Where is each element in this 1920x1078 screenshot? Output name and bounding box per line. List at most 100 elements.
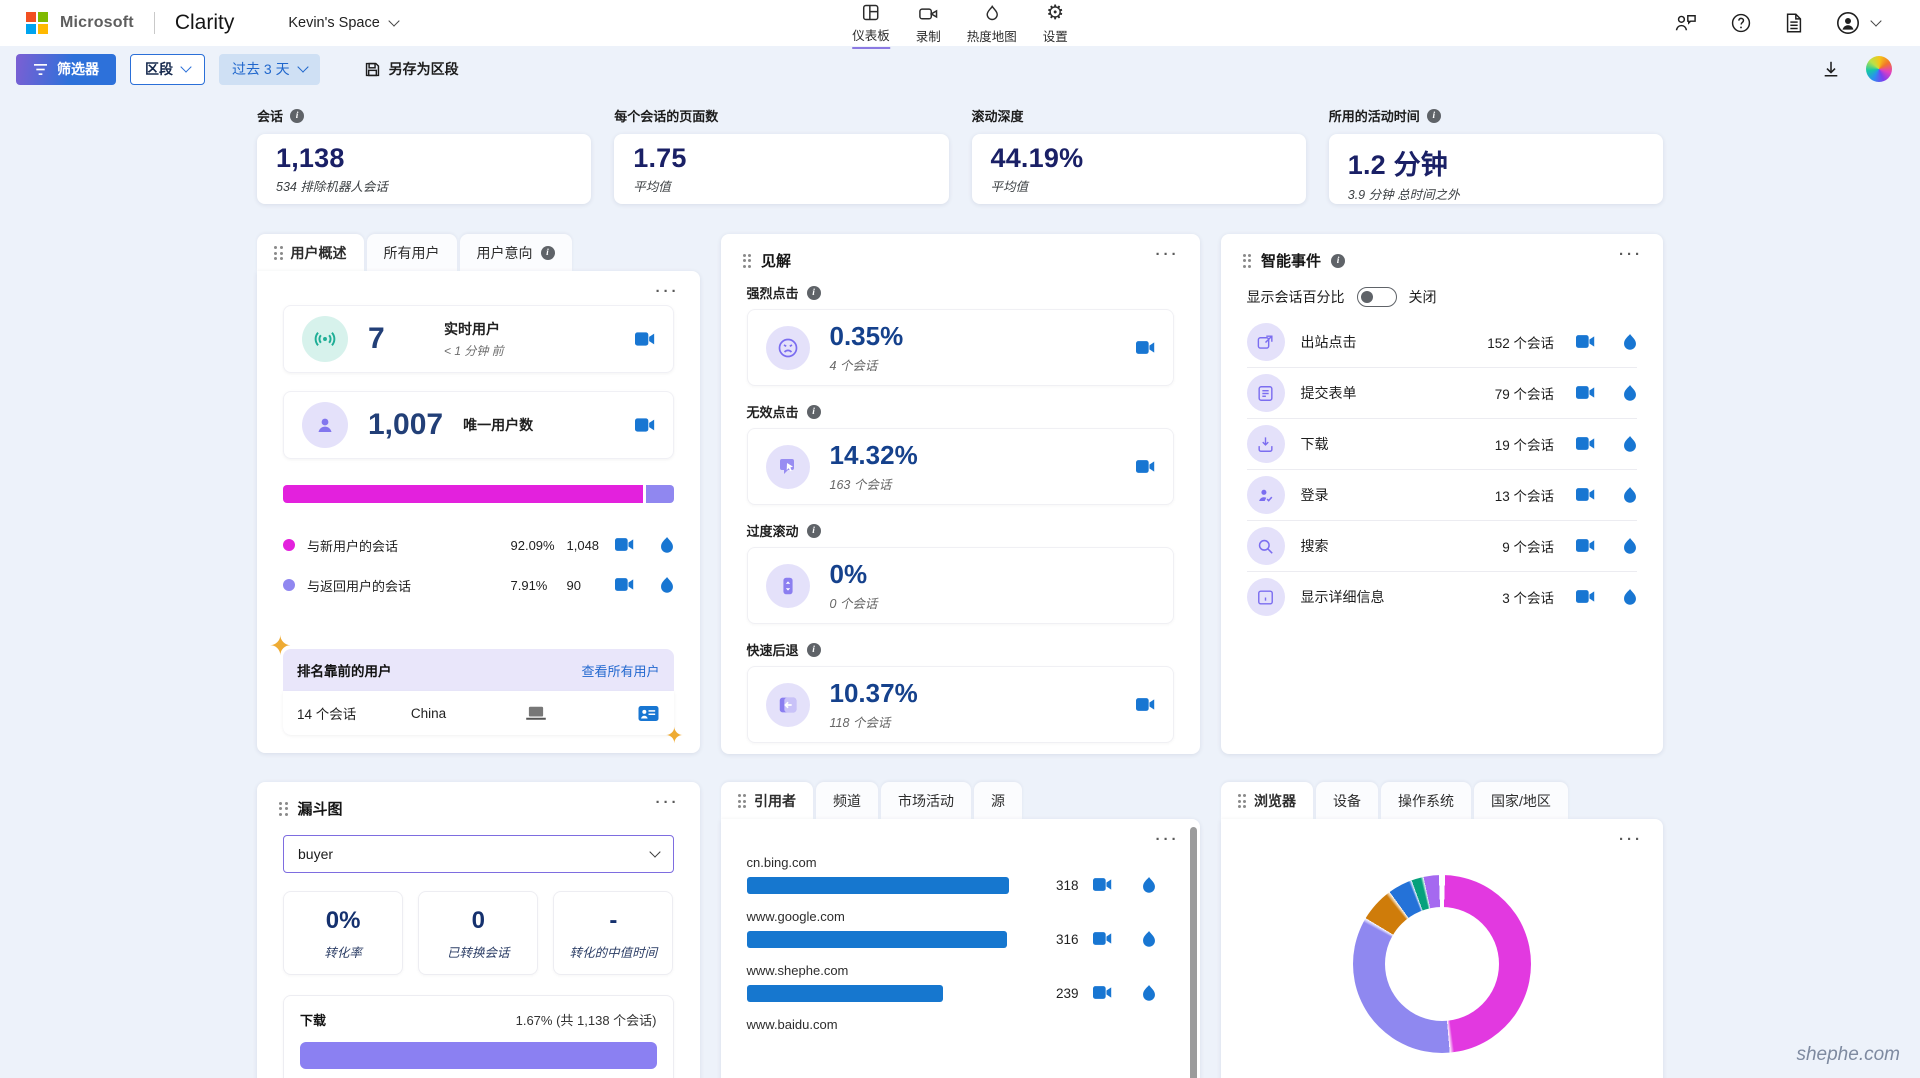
tab-operating-systems[interactable]: 操作系统: [1381, 782, 1471, 819]
drag-handle-icon[interactable]: [274, 246, 283, 260]
tab-browsers[interactable]: 浏览器: [1220, 782, 1313, 819]
camera-icon[interactable]: [1576, 436, 1595, 453]
tab-user-overview[interactable]: 用户概述: [257, 234, 364, 271]
tab-user-intent[interactable]: 用户意向 i: [459, 234, 572, 271]
legend-returning-users: 与返回用户的会话 7.91% 90: [283, 565, 674, 605]
more-menu[interactable]: ···: [655, 283, 680, 300]
heatmap-flame-icon[interactable]: [1623, 384, 1637, 402]
download-icon[interactable]: [1822, 60, 1840, 78]
date-range-dropdown[interactable]: 过去 3 天: [219, 53, 320, 85]
feedback-icon[interactable]: [1674, 13, 1698, 33]
funnel-select[interactable]: buyer: [283, 835, 674, 873]
widget-title: 智能事件: [1261, 253, 1322, 270]
insight-dead-clicks: 无效点击 i 14.32% 163 个会话: [746, 402, 1174, 505]
tab-referrers[interactable]: 引用者: [720, 782, 813, 819]
camera-icon[interactable]: [1135, 697, 1155, 712]
help-icon[interactable]: [1730, 12, 1752, 34]
info-icon[interactable]: i: [1331, 253, 1346, 268]
tab-countries[interactable]: 国家/地区: [1474, 782, 1568, 819]
info-icon[interactable]: i: [806, 642, 821, 657]
view-all-users-link[interactable]: 查看所有用户: [581, 663, 660, 679]
camera-icon[interactable]: [1092, 931, 1112, 948]
heatmap-flame-icon[interactable]: [1623, 435, 1637, 453]
legend-dot: [283, 579, 295, 591]
heatmap-flame-icon[interactable]: [1623, 537, 1637, 555]
info-icon[interactable]: i: [806, 404, 821, 419]
browsers-donut-chart[interactable]: [1352, 875, 1531, 1053]
funnel-step-detail: 1.67% (共 1,138 个会话): [515, 1013, 657, 1028]
more-menu[interactable]: ···: [1619, 831, 1643, 848]
event-sessions: 13 个会话: [1494, 489, 1554, 504]
user-card-icon[interactable]: [638, 705, 659, 721]
camera-icon[interactable]: [1092, 877, 1112, 894]
camera-icon[interactable]: [614, 577, 634, 594]
heatmap-flame-icon[interactable]: [1623, 588, 1637, 606]
camera-icon[interactable]: [634, 331, 655, 347]
heatmap-flame-icon[interactable]: [1142, 985, 1156, 1002]
more-menu[interactable]: ···: [655, 794, 680, 811]
session-percentage-toggle[interactable]: [1356, 287, 1397, 307]
tab-label: 用户概述: [290, 245, 347, 261]
camera-icon[interactable]: [634, 417, 655, 433]
drag-handle-icon[interactable]: [1237, 794, 1246, 808]
camera-icon[interactable]: [1135, 459, 1155, 474]
drag-handle-icon[interactable]: [742, 253, 751, 268]
metric-subtitle: 534 排除机器人会话: [276, 180, 388, 194]
referrer-row: www.baidu.com: [747, 1017, 1156, 1032]
tab-dashboard[interactable]: 仪表板: [852, 0, 890, 49]
docs-icon[interactable]: [1784, 12, 1804, 34]
heatmap-flame-icon[interactable]: [660, 536, 674, 554]
insight-label: 强烈点击: [746, 286, 799, 301]
drag-handle-icon[interactable]: [1242, 253, 1251, 268]
drag-handle-icon[interactable]: [737, 794, 746, 808]
heatmap-flame-icon[interactable]: [1142, 931, 1156, 948]
smart-events-widget: ··· 智能事件 i 显示会话百分比 关闭 出站点击 152 个会话: [1220, 234, 1663, 754]
camera-icon[interactable]: [1576, 385, 1595, 402]
insight-rage-clicks: 强烈点击 i 0.35% 4 个会话: [746, 283, 1174, 386]
heatmap-flame-icon[interactable]: [1623, 486, 1637, 504]
more-menu[interactable]: ···: [1619, 246, 1643, 263]
filters-button[interactable]: 筛选器: [16, 53, 116, 85]
tab-heatmaps[interactable]: 热度地图: [967, 0, 1017, 48]
camera-icon[interactable]: [1576, 538, 1595, 555]
camera-icon[interactable]: [1576, 487, 1595, 504]
account-menu[interactable]: [1836, 11, 1882, 35]
event-label: 搜索: [1300, 538, 1329, 554]
stat-value: -: [609, 907, 618, 934]
heatmap-flame-icon[interactable]: [1142, 877, 1156, 894]
tab-devices[interactable]: 设备: [1316, 782, 1378, 819]
copilot-icon[interactable]: [1866, 56, 1892, 82]
tab-all-users[interactable]: 所有用户: [366, 234, 457, 271]
tab-sources[interactable]: 源: [974, 782, 1022, 819]
metric-subtitle: 平均值: [990, 180, 1029, 194]
segments-dropdown[interactable]: 区段: [130, 53, 205, 85]
more-menu[interactable]: ···: [1155, 246, 1180, 263]
heatmap-flame-icon[interactable]: [660, 576, 674, 594]
info-icon[interactable]: i: [540, 246, 555, 260]
camera-icon[interactable]: [1092, 985, 1112, 1002]
top-user-row[interactable]: 14 个会话 China: [283, 691, 674, 735]
workspace-selector[interactable]: Kevin's Space: [288, 15, 400, 31]
save-segment-button[interactable]: 另存为区段: [364, 59, 459, 79]
more-menu[interactable]: ···: [1155, 831, 1180, 848]
camera-icon[interactable]: [1135, 340, 1155, 355]
camera-icon[interactable]: [614, 537, 634, 554]
scrollbar-thumb[interactable]: [1189, 827, 1197, 1078]
tab-recordings[interactable]: 录制: [916, 0, 941, 48]
tab-settings[interactable]: ⚙ 设置: [1043, 0, 1068, 48]
camera-icon[interactable]: [1576, 334, 1595, 351]
insights-widget: ··· 见解 强烈点击 i 0.35% 4 个会话 无效点击 i: [720, 234, 1200, 754]
info-icon[interactable]: i: [806, 523, 821, 538]
drag-handle-icon[interactable]: [279, 801, 288, 816]
insight-label: 无效点击: [746, 405, 799, 420]
top-users-panel: ✦ ✦ 排名靠前的用户 查看所有用户 14 个会话 China: [269, 633, 684, 747]
camera-icon[interactable]: [1576, 589, 1595, 606]
info-icon[interactable]: i: [1426, 108, 1441, 123]
info-icon[interactable]: i: [806, 285, 821, 300]
tab-channels[interactable]: 频道: [816, 782, 878, 819]
tab-campaigns[interactable]: 市场活动: [881, 782, 971, 819]
metric-pages-per-session: 每个会话的页面数 1.75 平均值: [614, 106, 949, 204]
chevron-down-icon: [180, 61, 192, 73]
heatmap-flame-icon[interactable]: [1623, 333, 1637, 351]
info-icon[interactable]: i: [290, 108, 305, 123]
